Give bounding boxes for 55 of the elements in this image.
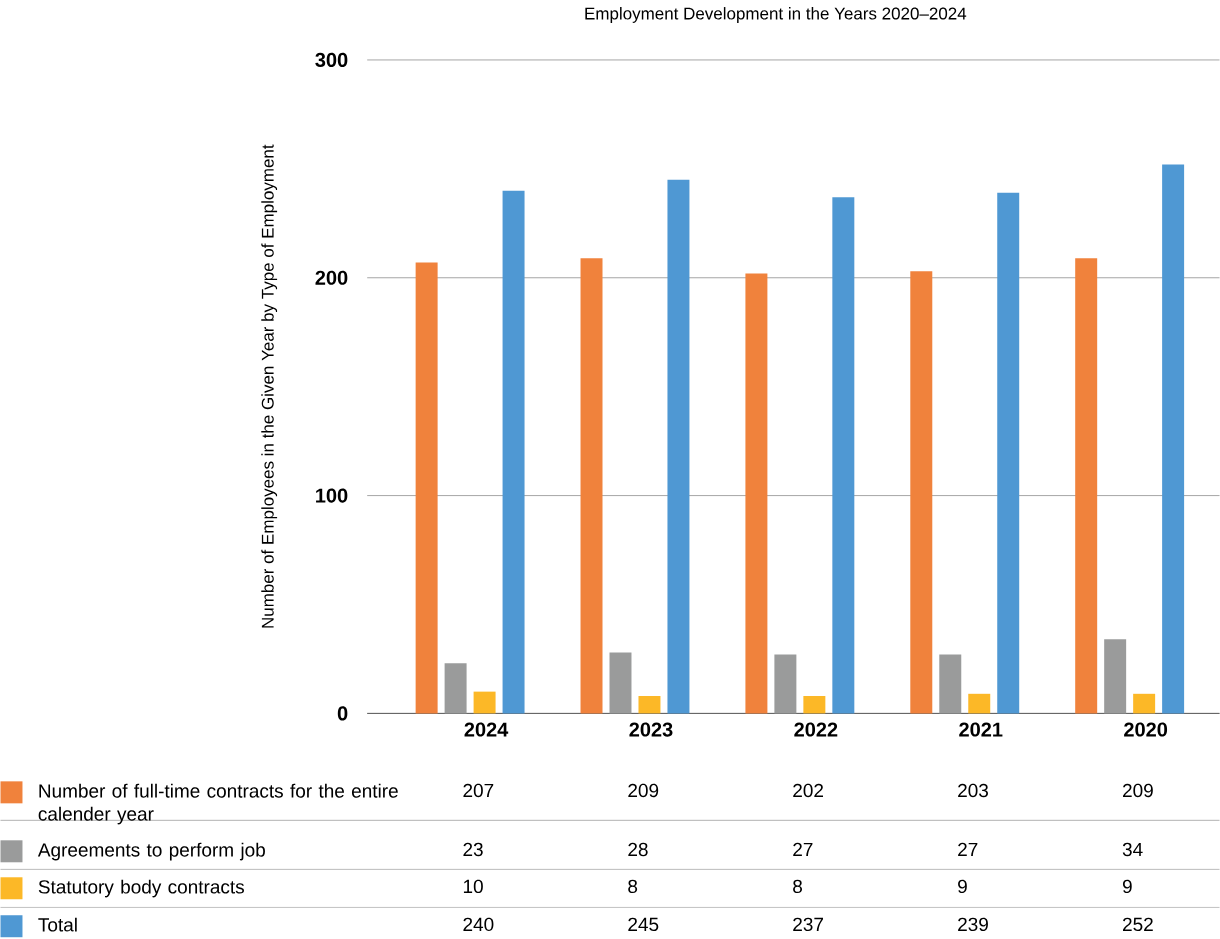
- y-tick-label: 0: [337, 706, 348, 721]
- legend-label: Agreements to perform job: [37, 842, 265, 861]
- data-label: 8: [793, 879, 803, 894]
- bar: [803, 695, 826, 714]
- chart-title: Employment Development in the Years 2020–2024: [585, 6, 967, 23]
- data-label: 202: [793, 783, 824, 798]
- y-tick-label: 200: [315, 270, 348, 285]
- x-tick-label: 2024: [464, 722, 509, 737]
- bar: [968, 693, 991, 714]
- data-label: 209: [1123, 783, 1153, 798]
- legend-label: Number of full-time contracts for the entire calender year: [38, 783, 398, 825]
- data-label: 203: [958, 783, 988, 798]
- bar: [444, 663, 467, 714]
- bar: [1104, 639, 1127, 714]
- bar: [415, 262, 438, 714]
- data-label: 8: [628, 879, 638, 894]
- x-tick-label: 2021: [959, 722, 1003, 737]
- bar: [473, 691, 496, 714]
- x-tick-label: 2020: [1124, 722, 1168, 737]
- y-tick-label: 100: [316, 488, 348, 503]
- x-tick-label: 2023: [629, 722, 673, 737]
- data-label: 237: [793, 917, 824, 931]
- data-label: 239: [958, 917, 988, 931]
- bar: [1133, 693, 1156, 714]
- bar: [745, 273, 768, 714]
- legend-label: Statutory body contracts: [38, 879, 244, 898]
- bar: [939, 654, 962, 714]
- y-tick-label: 300: [315, 52, 348, 67]
- bar: [1162, 164, 1185, 714]
- bar: [667, 179, 690, 714]
- bar: [774, 654, 797, 714]
- bar: [638, 695, 661, 714]
- data-label: 34: [1122, 842, 1143, 857]
- data-label: 23: [463, 842, 483, 857]
- data-label: 252: [1123, 917, 1153, 931]
- data-label: 245: [628, 917, 659, 931]
- data-label: 28: [628, 842, 648, 857]
- bar: [580, 258, 603, 714]
- data-label: 9: [958, 879, 967, 894]
- data-label: 9: [1122, 879, 1132, 894]
- data-label: 209: [628, 783, 659, 798]
- bar: [997, 192, 1020, 714]
- data-label: 207: [463, 783, 494, 798]
- legend-label: Total: [38, 917, 77, 932]
- data-label: 10: [463, 879, 483, 894]
- data-label: 240: [463, 917, 494, 931]
- data-label: 27: [958, 842, 978, 856]
- bar: [609, 652, 632, 714]
- y-axis-title: Number of Employees in the Given Year by Type of Employment: [261, 144, 278, 628]
- bar: [1075, 258, 1098, 714]
- bar: [832, 197, 855, 714]
- data-label: 27: [793, 842, 813, 856]
- bar: [502, 190, 525, 714]
- x-tick-label: 2022: [794, 722, 838, 737]
- bar: [910, 271, 933, 714]
